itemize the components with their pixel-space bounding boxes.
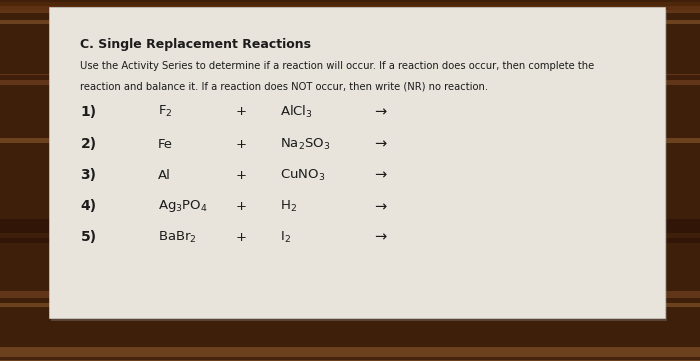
Text: +: + (236, 231, 247, 244)
Text: →: → (374, 199, 386, 214)
Text: AlCl$_3$: AlCl$_3$ (280, 104, 313, 120)
Text: +: + (236, 138, 247, 151)
Text: →: → (374, 230, 386, 245)
Text: BaBr$_2$: BaBr$_2$ (158, 230, 196, 245)
Text: +: + (236, 200, 247, 213)
Text: Use the Activity Series to determine if a reaction will occur. If a reaction doe: Use the Activity Series to determine if … (80, 61, 595, 71)
Text: I$_2$: I$_2$ (280, 230, 291, 245)
Text: +: + (236, 169, 247, 182)
Text: →: → (374, 104, 386, 119)
Text: Ag$_3$PO$_4$: Ag$_3$PO$_4$ (158, 199, 207, 214)
Text: 1): 1) (80, 105, 97, 119)
Text: +: + (236, 105, 247, 118)
Text: H$_2$: H$_2$ (280, 199, 297, 214)
Text: →: → (374, 137, 386, 152)
Text: 3): 3) (80, 168, 97, 182)
Text: 4): 4) (80, 200, 97, 213)
Text: Na$_2$SO$_3$: Na$_2$SO$_3$ (280, 137, 330, 152)
Text: F$_2$: F$_2$ (158, 104, 172, 119)
Text: 5): 5) (80, 230, 97, 244)
Text: Fe: Fe (158, 138, 172, 151)
Text: →: → (374, 168, 386, 183)
Text: 2): 2) (80, 138, 97, 151)
Text: CuNO$_3$: CuNO$_3$ (280, 168, 326, 183)
Text: reaction and balance it. If a reaction does NOT occur, then write (NR) no reacti: reaction and balance it. If a reaction d… (80, 81, 489, 91)
Text: Al: Al (158, 169, 170, 182)
Text: C. Single Replacement Reactions: C. Single Replacement Reactions (80, 38, 312, 51)
